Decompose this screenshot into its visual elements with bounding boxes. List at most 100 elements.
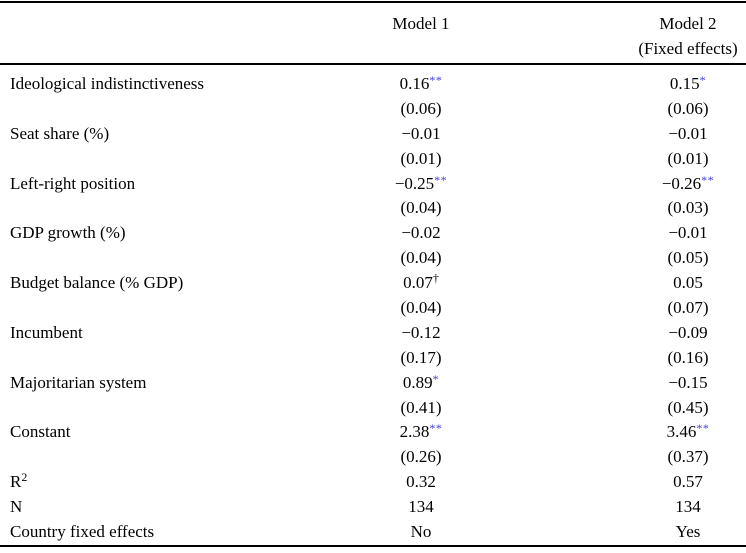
model1-value: 0.32 [351,470,491,495]
model1-value: −0.25** [351,172,491,197]
column-spacer [491,11,630,63]
model1-se: (0.17) [351,346,491,371]
column-header-model1: Model 1 [351,11,491,63]
model1-se-text: (0.26) [400,447,442,467]
model1-se-text: (0.01) [400,148,442,168]
model2-value: −0.09 [630,321,746,346]
column-spacer [491,445,630,470]
row-label [0,147,351,172]
model1-se-text: (0.17) [400,347,442,367]
model1-se-text: (0.04) [400,248,442,268]
model2-se-text: (0.07) [667,298,709,318]
row-label: Constant [0,420,351,445]
model2-se-text: (0.37) [667,447,709,467]
row-label-text: N [10,497,23,517]
row-label-text: R [10,472,22,492]
model2-value: Yes [630,520,746,545]
model1-value: No [351,520,491,545]
significance-stars: ** [701,172,715,187]
row-label [0,246,351,271]
table-row: (0.06) (0.06) [0,97,746,122]
header-rule [0,63,746,65]
label-superscript: 2 [21,470,28,485]
row-label: GDP growth (%) [0,221,351,246]
row-label: Majoritarian system [0,371,351,396]
model2-se: (0.37) [630,445,746,470]
model2-value: 3.46** [630,420,746,445]
row-label-text: GDP growth (%) [10,223,126,243]
row-label [0,445,351,470]
model1-value: 0.16** [351,72,491,97]
row-label [0,296,351,321]
model1-value-text: −0.12 [401,322,441,342]
model2-value: 134 [630,495,746,520]
significance-dagger: † [432,271,439,286]
row-label: Incumbent [0,321,351,346]
model2-value-text: 134 [675,497,701,517]
model1-se-text: (0.41) [400,397,442,417]
model2-value-text: −0.26 [661,173,702,193]
table-body: Ideological indistinctiveness 0.16** 0.1… [0,65,746,545]
column-spacer [491,346,630,371]
table-row: N 134 134 [0,495,746,520]
table-row: (0.41) (0.45) [0,396,746,421]
row-label-text: Majoritarian system [10,372,147,392]
model2-se: (0.05) [630,246,746,271]
model2-value-text: 0.57 [673,472,703,492]
model2-value-text: Yes [675,522,701,542]
row-label: Ideological indistinctiveness [0,72,351,97]
significance-stars: ** [434,172,448,187]
model1-se: (0.41) [351,396,491,421]
significance-stars: * [432,371,440,386]
row-label-text: Seat share (%) [10,123,110,143]
row-label: N [0,495,351,520]
model2-value-text: −0.01 [668,123,708,143]
significance-stars: ** [429,421,443,436]
column-spacer [491,420,630,445]
label-column-header [0,11,351,63]
table-row: (0.04) (0.03) [0,196,746,221]
table-row: R2 0.32 0.57 [0,470,746,495]
model1-value-text: 0.07 [403,273,433,293]
column-spacer [491,271,630,296]
model1-value: 2.38** [351,420,491,445]
model1-value-text: No [410,522,432,542]
table-row: Left-right position −0.25** −0.26** [0,172,746,197]
model2-value-text: 0.05 [673,273,703,293]
row-label [0,346,351,371]
model2-se-text: (0.03) [667,198,709,218]
model1-se-text: (0.04) [400,198,442,218]
bottom-rule [0,544,746,547]
model1-header-text: Model 1 [392,14,450,33]
model1-se: (0.04) [351,196,491,221]
model2-se: (0.16) [630,346,746,371]
model1-value-text: −0.02 [401,223,441,243]
column-spacer [491,221,630,246]
model2-value-text: −0.01 [668,223,708,243]
column-spacer [491,495,630,520]
model1-value: −0.02 [351,221,491,246]
row-label: Budget balance (% GDP) [0,271,351,296]
model2-value: 0.57 [630,470,746,495]
table-row: (0.17) (0.16) [0,346,746,371]
model1-se: (0.04) [351,246,491,271]
model2-se-text: (0.01) [667,148,709,168]
model1-value-text: 134 [408,497,434,517]
row-label-text: Constant [10,422,71,442]
model1-value-text: 0.89 [402,372,433,392]
column-header-model2: Model 2 (Fixed effects) [630,11,746,63]
column-spacer [491,470,630,495]
top-rule [0,1,746,3]
row-label: Seat share (%) [0,122,351,147]
row-label [0,97,351,122]
row-label [0,196,351,221]
model2-value: −0.01 [630,221,746,246]
model2-value-text: 0.15 [669,74,700,93]
column-spacer [491,147,630,172]
column-spacer [491,122,630,147]
model1-value-text: −0.01 [401,123,441,143]
model2-se: (0.07) [630,296,746,321]
column-spacer [491,72,630,97]
column-spacer [491,296,630,321]
table-row: Constant 2.38** 3.46** [0,420,746,445]
